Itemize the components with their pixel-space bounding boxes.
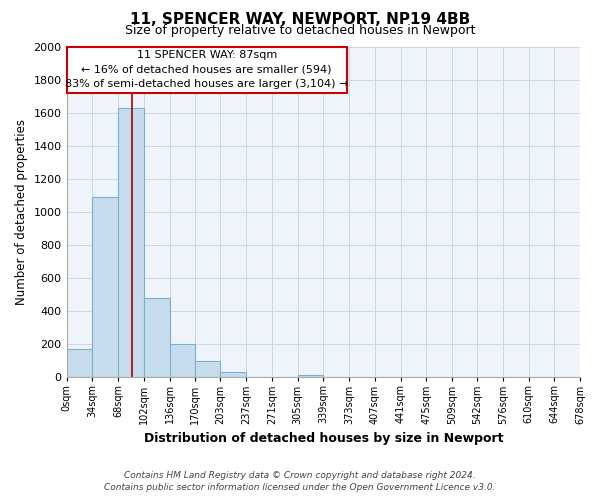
Bar [220, 372, 246, 378]
Bar [67, 349, 92, 378]
Y-axis label: Number of detached properties: Number of detached properties [15, 119, 28, 305]
Bar [195, 361, 220, 378]
Text: Contains HM Land Registry data © Crown copyright and database right 2024.
Contai: Contains HM Land Registry data © Crown c… [104, 471, 496, 492]
Bar [118, 108, 144, 378]
FancyBboxPatch shape [67, 46, 347, 93]
Text: Size of property relative to detached houses in Newport: Size of property relative to detached ho… [125, 24, 475, 37]
Bar [144, 298, 170, 378]
X-axis label: Distribution of detached houses by size in Newport: Distribution of detached houses by size … [143, 432, 503, 445]
Bar [298, 375, 323, 378]
Bar [92, 197, 118, 378]
Text: 11 SPENCER WAY: 87sqm
← 16% of detached houses are smaller (594)
83% of semi-det: 11 SPENCER WAY: 87sqm ← 16% of detached … [65, 50, 349, 90]
Bar [170, 344, 195, 378]
Text: 11, SPENCER WAY, NEWPORT, NP19 4BB: 11, SPENCER WAY, NEWPORT, NP19 4BB [130, 12, 470, 28]
